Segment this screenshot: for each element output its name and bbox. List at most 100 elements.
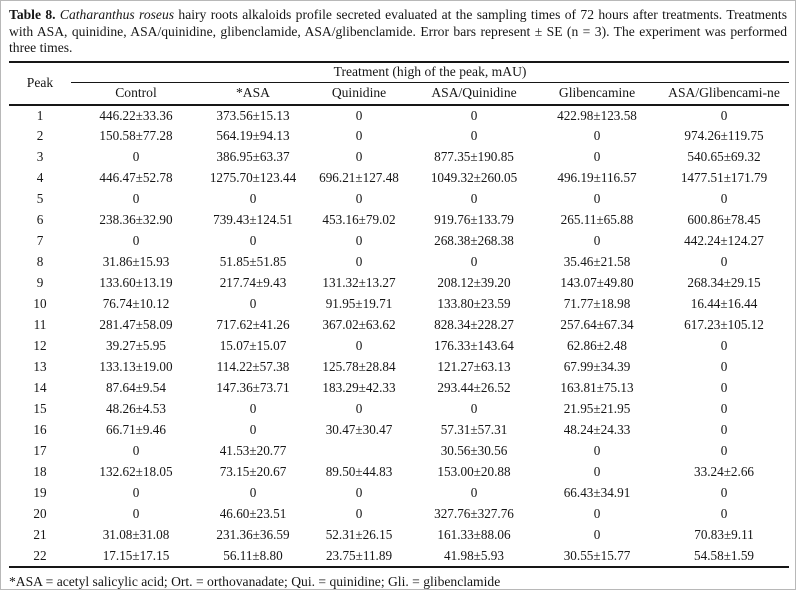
peak-number-cell: 3 <box>36 149 44 165</box>
value-cell: 0 <box>593 464 601 480</box>
table-row: 1 446.22±33.36 373.56±15.13 0 0 422.98±123.58… <box>9 105 789 126</box>
value-cell: 496.19±116.57 <box>557 170 637 186</box>
value-cell: 21.95±21.95 <box>563 401 631 417</box>
value-cell: 0 <box>249 191 257 207</box>
table-row: 2 150.58±77.28 564.19±94.13 0 0 0 974.26±119.7… <box>9 126 789 147</box>
value-cell: 67.99±34.39 <box>563 359 631 375</box>
value-cell: 30.47±30.47 <box>325 422 393 438</box>
value-cell: 0 <box>355 128 363 144</box>
table-body: 1 446.22±33.36 373.56±15.13 0 0 422.98±123.58… <box>9 105 790 568</box>
value-cell: 1477.51±171.79 <box>680 170 768 186</box>
table-row: 12 39.27±5.95 15.07±15.07 0 176.33±143.64 62.… <box>9 336 789 357</box>
value-cell: 564.19±94.13 <box>216 128 290 144</box>
table-row: 4 446.47±52.78 1275.70±123.44 696.21±127.48… <box>9 168 789 189</box>
value-cell: 0 <box>355 107 363 123</box>
peak-number-cell: 13 <box>33 359 47 375</box>
value-cell: 161.33±88.06 <box>437 527 511 543</box>
peak-number-cell: 8 <box>36 254 44 270</box>
table-row: 18 132.62±18.05 73.15±20.67 89.50±44.83 153.… <box>9 462 789 483</box>
peak-number-cell: 5 <box>36 191 44 207</box>
column-header-row: Control *ASA Quinidine ASA/Quinidine Gli… <box>9 82 790 106</box>
peak-number-cell: 16 <box>33 422 47 438</box>
value-cell: 217.74±9.43 <box>219 275 287 291</box>
table-row: 5 0 0 0 0 0 0 <box>9 189 789 210</box>
value-cell: 0 <box>593 527 601 543</box>
value-cell: 877.35±190.85 <box>434 149 514 165</box>
value-cell: 0 <box>132 485 140 501</box>
value-cell: 0 <box>249 233 257 249</box>
value-cell: 0 <box>132 191 140 207</box>
value-cell: 87.64±9.54 <box>106 380 166 396</box>
value-cell: 48.24±24.33 <box>563 422 631 438</box>
value-cell: 121.27±63.13 <box>437 359 511 375</box>
table-row: 13 133.13±19.00 114.22±57.38 125.78±28.84 12… <box>9 357 789 378</box>
value-cell: 0 <box>249 401 257 417</box>
value-cell: 0 <box>720 443 728 459</box>
value-cell: 446.22±33.36 <box>99 107 173 123</box>
caption-table-number: Table 8. <box>9 7 56 22</box>
value-cell: 31.08±31.08 <box>102 527 170 543</box>
peak-number-cell: 2 <box>36 128 44 144</box>
value-cell: 0 <box>470 254 478 270</box>
peak-number-cell: 11 <box>33 317 47 333</box>
table-row: 10 76.74±10.12 0 91.95±19.71 133.80±23.59 71.… <box>9 294 789 315</box>
value-cell: 919.76±133.79 <box>434 212 514 228</box>
peak-number-cell: 21 <box>33 527 47 543</box>
value-cell: 0 <box>355 233 363 249</box>
value-cell: 114.22±57.38 <box>216 359 290 375</box>
value-cell: 0 <box>720 485 728 501</box>
value-cell: 0 <box>593 443 601 459</box>
treatment-group-header: Treatment (high of the peak, mAU) <box>71 60 790 84</box>
value-cell: 70.83±9.11 <box>694 527 754 543</box>
caption-text: hairy roots alkaloids profile secreted e… <box>9 7 787 56</box>
table-row: 19 0 0 0 0 66.43±34.91 0 <box>9 483 789 504</box>
value-cell: 73.15±20.67 <box>219 464 287 480</box>
value-cell: 176.33±143.64 <box>434 338 514 354</box>
value-cell: 71.77±18.98 <box>563 296 631 312</box>
table-row: 20 0 46.60±23.51 0 327.76±327.76 0 0 <box>9 504 789 525</box>
value-cell: 76.74±10.12 <box>102 296 170 312</box>
value-cell: 0 <box>720 380 728 396</box>
table-row: 17 0 41.53±20.77 30.56±30.56 0 0 <box>9 441 789 462</box>
value-cell: 453.16±79.02 <box>322 212 396 228</box>
caption-species-name: Catharanthus roseus <box>59 7 175 22</box>
value-cell: 617.23±105.12 <box>684 317 764 333</box>
value-cell: 0 <box>720 191 728 207</box>
value-cell: 0 <box>355 485 363 501</box>
value-cell: 0 <box>720 338 728 354</box>
value-cell: 0 <box>593 191 601 207</box>
value-cell <box>305 441 413 462</box>
value-cell: 89.50±44.83 <box>325 464 393 480</box>
peak-number-cell: 7 <box>36 233 44 249</box>
table-row: 16 66.71±9.46 0 30.47±30.47 57.31±57.31 48.24… <box>9 420 789 441</box>
value-cell: 153.00±20.88 <box>437 464 511 480</box>
value-cell: 0 <box>593 149 601 165</box>
peak-number-cell: 20 <box>33 506 47 522</box>
table-row: 3 0 386.95±63.37 0 877.35±190.85 0 540.65±69.3… <box>9 147 789 168</box>
peak-number-cell: 19 <box>33 485 47 501</box>
value-cell: 0 <box>355 401 363 417</box>
value-cell: 62.86±2.48 <box>567 338 627 354</box>
value-cell: 0 <box>249 296 257 312</box>
value-cell: 327.76±327.76 <box>434 506 514 522</box>
value-cell: 66.43±34.91 <box>563 485 631 501</box>
value-cell: 131.32±13.27 <box>322 275 396 291</box>
peak-number-cell: 17 <box>33 443 47 459</box>
value-cell: 39.27±5.95 <box>106 338 166 354</box>
value-cell: 739.43±124.51 <box>213 212 293 228</box>
value-cell: 257.64±67.34 <box>560 317 634 333</box>
peak-number-cell: 15 <box>33 401 47 417</box>
column-header-glibencamine: Glibencamine <box>535 82 659 106</box>
value-cell: 66.71±9.46 <box>106 422 166 438</box>
column-header-control: Control <box>71 82 201 106</box>
table-row: 14 87.64±9.54 147.36±73.71 183.29±42.33 293.… <box>9 378 789 399</box>
value-cell: 373.56±15.13 <box>216 107 290 123</box>
peak-number-cell: 18 <box>33 464 47 480</box>
value-cell: 0 <box>593 233 601 249</box>
value-cell: 0 <box>470 128 478 144</box>
alkaloids-profile-table: Peak Treatment (high of the peak, mAU) C… <box>9 60 790 568</box>
value-cell: 30.56±30.56 <box>440 443 508 459</box>
peak-number-cell: 4 <box>36 170 44 186</box>
table-row: 21 31.08±31.08 231.36±36.59 52.31±26.15 161.… <box>9 525 789 546</box>
